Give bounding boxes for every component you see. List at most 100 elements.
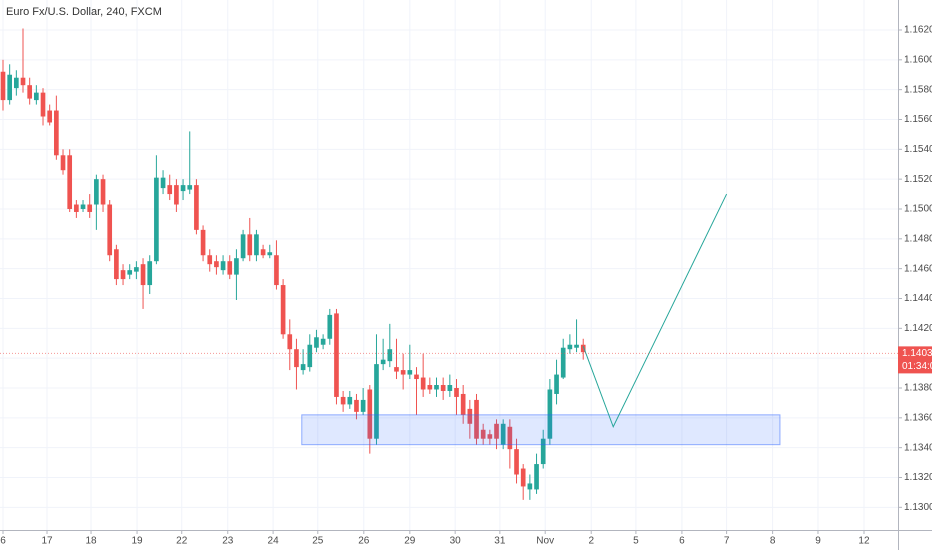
candle-body	[47, 110, 53, 123]
x-tick-label: 12	[858, 536, 870, 547]
candle-body	[0, 71, 6, 101]
x-tick-label: 26	[358, 536, 370, 547]
candle-body	[547, 389, 553, 439]
candle-body	[334, 313, 339, 397]
x-tick-label: 9	[815, 536, 821, 547]
candle-body	[567, 344, 573, 350]
candle-body	[527, 483, 533, 490]
candle-body	[20, 77, 26, 86]
candle-body	[34, 92, 39, 101]
y-tick-label: 1.14800	[904, 233, 932, 244]
x-tick-label: 22	[176, 536, 188, 547]
candle-body	[320, 338, 326, 345]
candle-body	[267, 252, 273, 256]
last-price-box	[898, 346, 932, 374]
candle-body	[67, 155, 73, 209]
candle-body	[574, 344, 579, 348]
candle-body	[307, 344, 313, 368]
candle-body	[394, 367, 399, 372]
candle-body	[460, 393, 466, 415]
candle-body	[487, 434, 493, 439]
candle-body	[520, 468, 526, 487]
candle-body	[40, 92, 46, 117]
candle-body	[154, 177, 159, 262]
candle-body	[180, 185, 186, 192]
candle-body	[420, 377, 426, 390]
candle-body	[94, 179, 99, 205]
y-tick-label: 1.14600	[904, 263, 932, 274]
x-tick-label: 30	[450, 536, 462, 547]
chart-title: Euro Fx/U.S. Dollar, 240, FXCM	[6, 6, 162, 18]
candle-body	[207, 255, 213, 265]
candle-body	[340, 396, 346, 405]
x-tick-label: 23	[222, 536, 234, 547]
projection-line	[582, 193, 728, 429]
candle-body	[514, 449, 519, 475]
x-tick-label: 29	[404, 536, 416, 547]
candle-body	[494, 423, 499, 439]
y-tick-label: 1.15000	[904, 204, 932, 215]
candle-body	[454, 387, 459, 397]
candle-body	[54, 110, 59, 156]
candle-body	[107, 204, 113, 256]
candle-body	[354, 399, 359, 412]
candle-body	[127, 270, 133, 275]
x-tick-label: 6	[0, 536, 6, 547]
candle-body	[554, 374, 559, 394]
x-tick-label: 25	[312, 536, 324, 547]
x-tick-label: 24	[268, 536, 280, 547]
candle-body	[187, 185, 193, 190]
candle-body	[560, 347, 566, 378]
candle-body	[220, 261, 226, 271]
candle-body	[194, 185, 199, 230]
countdown-label: 01:34:09	[902, 361, 932, 372]
candle-body	[580, 344, 586, 353]
candle-body	[280, 285, 286, 335]
candle-body	[147, 261, 153, 286]
candle-body	[474, 399, 479, 439]
candle-body	[74, 204, 79, 212]
y-tick-label: 1.15600	[904, 114, 932, 125]
candle-body	[467, 408, 473, 424]
candle-body	[260, 249, 266, 256]
candle-body	[14, 77, 19, 89]
candle-body	[87, 204, 93, 212]
y-tick-label: 1.16000	[904, 54, 932, 65]
candle-body	[360, 399, 366, 412]
y-tick-label: 1.14200	[904, 323, 932, 334]
y-tick-label: 1.15800	[904, 84, 932, 95]
candle-body	[400, 370, 406, 375]
candle-body	[7, 74, 13, 101]
x-tick-label: Nov	[536, 536, 554, 547]
candle-body	[200, 229, 206, 256]
candle-body	[254, 234, 259, 256]
y-tick-label: 1.15400	[904, 144, 932, 155]
y-tick-label: 1.15200	[904, 174, 932, 185]
candle-body	[347, 396, 353, 405]
candle-body	[540, 438, 546, 465]
candle-body	[374, 364, 379, 439]
x-tick-label: 7	[724, 536, 730, 547]
candle-body	[367, 389, 373, 439]
candle-body	[27, 85, 33, 99]
x-tick-label: 19	[131, 536, 143, 547]
candle-body	[380, 359, 386, 365]
candle-body	[60, 155, 66, 171]
candle-body	[120, 270, 126, 280]
x-tick-label: 6	[679, 536, 685, 547]
x-tick-label: 2	[588, 536, 594, 547]
y-tick-label: 1.14400	[904, 293, 932, 304]
candle-body	[227, 261, 233, 275]
y-tick-label: 1.13000	[904, 502, 932, 513]
candle-body	[240, 234, 246, 259]
candle-body	[247, 234, 253, 256]
y-tick-label: 1.13400	[904, 442, 932, 453]
candle-body	[294, 349, 299, 368]
y-tick-label: 1.13200	[904, 472, 932, 483]
x-tick-label: 31	[494, 536, 506, 547]
candle-body	[100, 179, 106, 205]
candle-body	[407, 370, 413, 375]
candle-body	[434, 385, 439, 390]
